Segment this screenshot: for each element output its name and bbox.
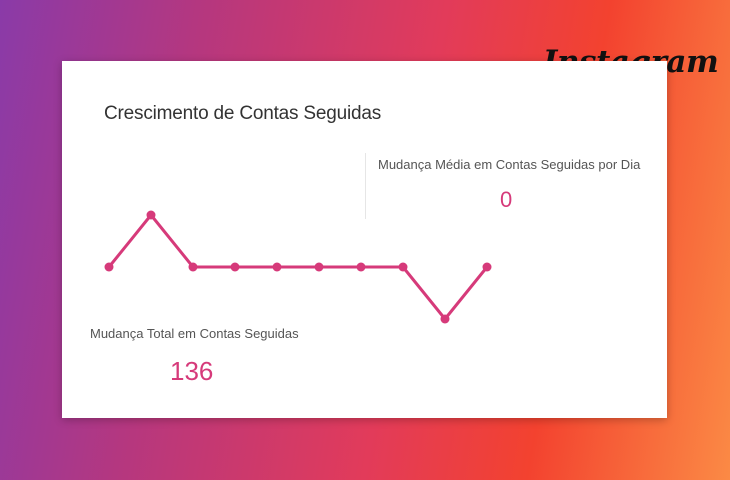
data-point-5[interactable] (272, 262, 282, 272)
data-point-8[interactable] (398, 262, 408, 272)
follows-growth-card: Crescimento de Contas Seguidas Mudança M… (62, 61, 667, 418)
data-point-1[interactable] (104, 262, 114, 272)
data-point-3[interactable] (188, 262, 198, 272)
growth-line-chart (104, 210, 492, 324)
data-point-4[interactable] (230, 262, 240, 272)
total-change-label: Mudança Total em Contas Seguidas (90, 326, 299, 341)
average-change-label: Mudança Média em Contas Seguidas por Dia (378, 157, 641, 172)
data-point-6[interactable] (314, 262, 324, 272)
data-point-10[interactable] (482, 262, 492, 272)
divider (365, 153, 366, 219)
data-point-7[interactable] (356, 262, 366, 272)
data-point-9[interactable] (440, 314, 450, 324)
average-change-value: 0 (500, 187, 513, 212)
data-point-2[interactable] (146, 210, 156, 220)
card-title: Crescimento de Contas Seguidas (104, 103, 382, 124)
series-line (107, 213, 489, 321)
total-change-value: 136 (170, 356, 214, 386)
